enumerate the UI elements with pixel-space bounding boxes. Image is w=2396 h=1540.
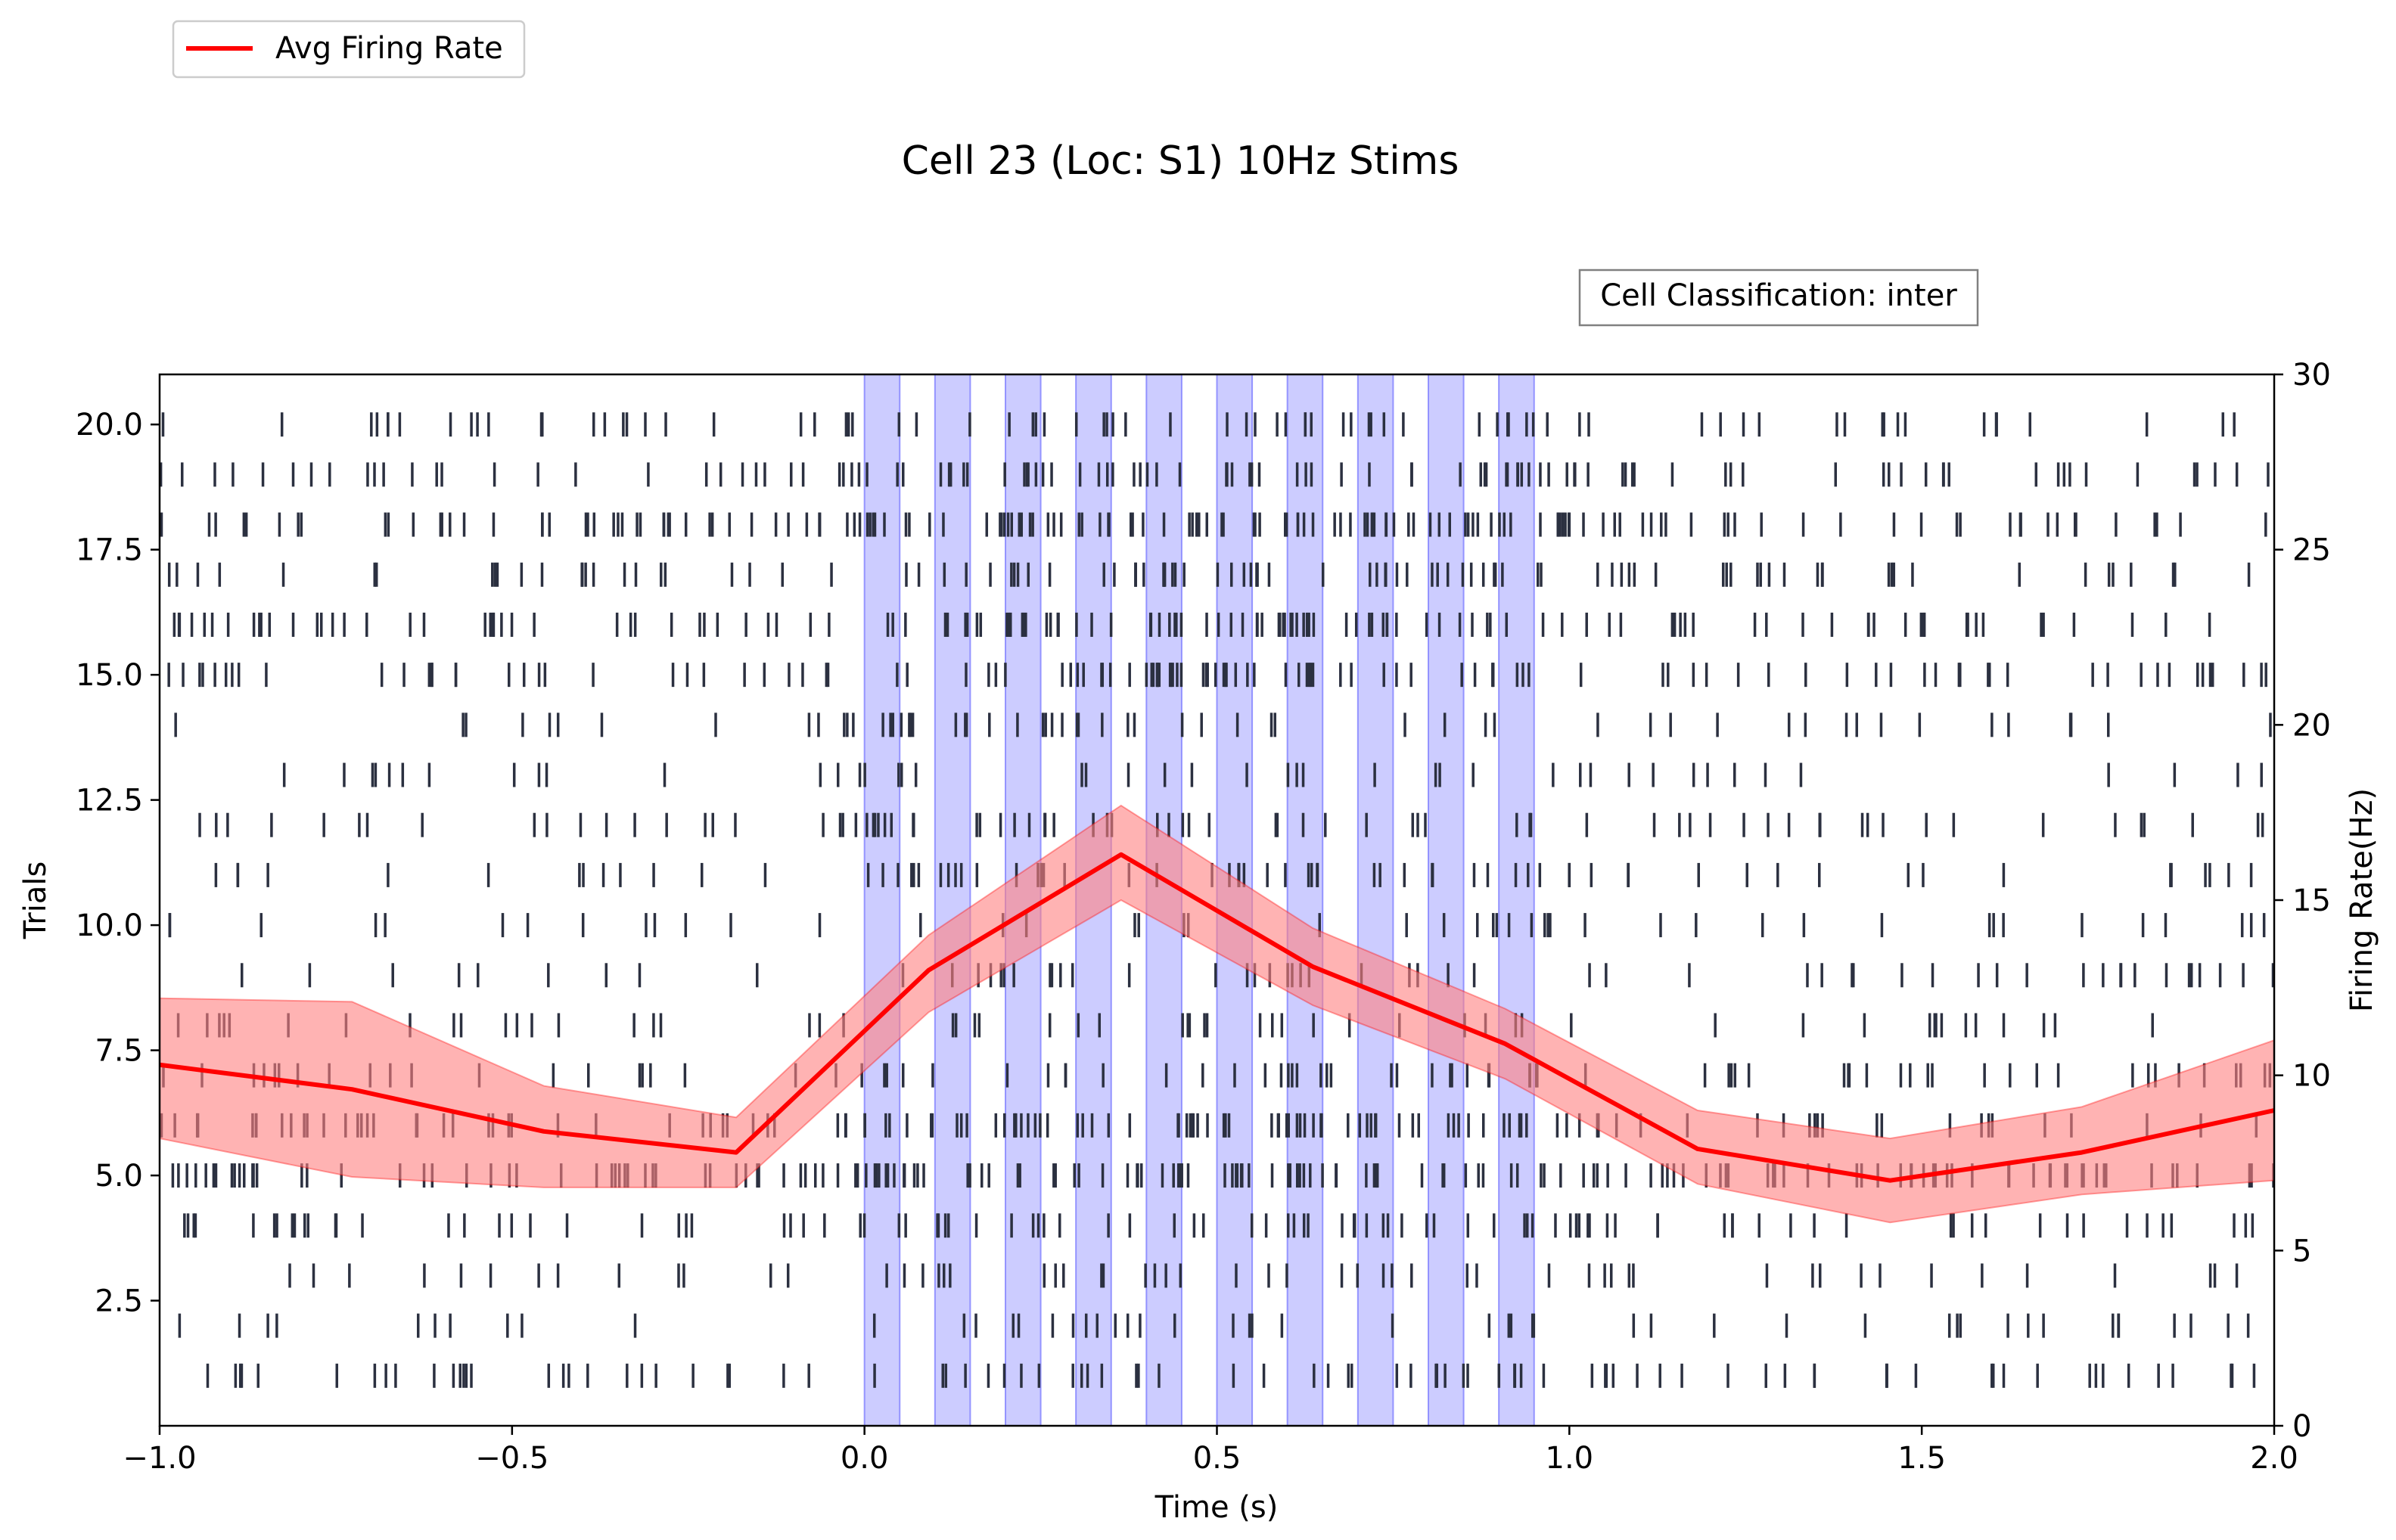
- axes: −1.0 −0.5 0.0 0.5 1.0 1.5 2.0 2.5 5.0 7.5 10.0 12.5…: [76, 358, 2331, 1476]
- x-tick-label: 1.0: [1546, 1441, 1594, 1476]
- y-axis-label-left: Trials: [18, 862, 53, 940]
- annotation-box: [1578, 269, 1979, 327]
- x-tick-label: 2.0: [2250, 1441, 2298, 1476]
- y-tick-label-right: 10: [2292, 1059, 2331, 1094]
- y-tick-label-right: 5: [2292, 1234, 2311, 1268]
- stim-window: [1428, 374, 1465, 1427]
- y-tick-label-right: 15: [2292, 883, 2331, 918]
- y-tick-label-left: 10.0: [76, 908, 143, 943]
- stim-window: [1498, 374, 1535, 1427]
- firing-rate-line: [159, 852, 2275, 1183]
- classification-annotation: Cell Classification: inter: [1578, 269, 1979, 327]
- y-tick-label-left: 20.0: [76, 408, 143, 442]
- y-tick-label-left: 12.5: [76, 784, 143, 818]
- y-tick-label-left: 7.5: [95, 1034, 143, 1069]
- y-tick-label-right: 30: [2292, 358, 2331, 393]
- x-tick-label: −1.0: [123, 1441, 196, 1476]
- stim-window: [934, 374, 971, 1427]
- x-tick-label: −0.5: [475, 1441, 549, 1476]
- stim-window: [863, 374, 901, 1427]
- legend-frame: [172, 20, 526, 79]
- y-tick-label-left: 15.0: [76, 658, 143, 693]
- legend: Avg Firing Rate: [172, 20, 526, 79]
- x-tick-label: 1.5: [1897, 1441, 1946, 1476]
- x-axis-label: Time (s): [1154, 1490, 1279, 1525]
- annotation-text: Cell Classification: inter: [1600, 278, 1957, 313]
- x-tick-label: 0.5: [1193, 1441, 1242, 1476]
- chart-title: Cell 23 (Loc: S1) 10Hz Stims: [902, 138, 1459, 184]
- x-tick-label: 0.0: [841, 1441, 889, 1476]
- y-tick-label-right: 25: [2292, 533, 2331, 568]
- y-tick-label-right: 20: [2292, 708, 2331, 743]
- legend-label: Avg Firing Rate: [275, 31, 503, 66]
- y-tick-label-left: 2.5: [95, 1284, 143, 1319]
- stim-window: [1356, 374, 1394, 1427]
- y-tick-label-left: 17.5: [76, 533, 143, 568]
- y-tick-label-right: 0: [2292, 1409, 2311, 1444]
- y-tick-label-left: 5.0: [95, 1159, 143, 1194]
- spike-raster: [159, 412, 2275, 1388]
- y-axis-label-right: Firing Rate(Hz): [2345, 788, 2379, 1012]
